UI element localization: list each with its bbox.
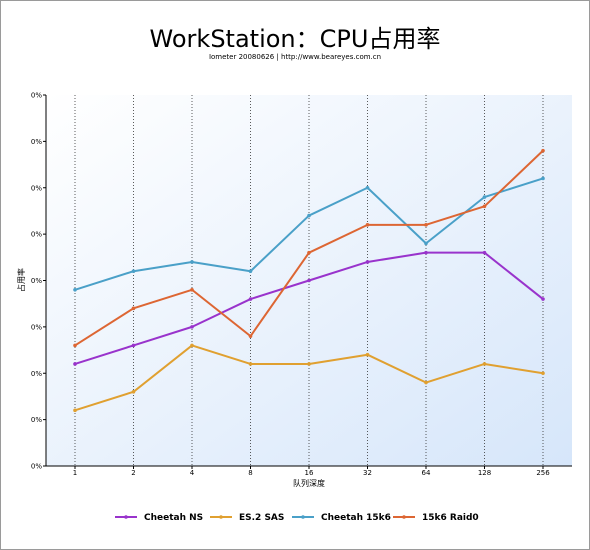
- y-tick-label: 0%: [31, 231, 42, 239]
- data-point: [131, 306, 136, 311]
- series-es-2-sas: [73, 343, 545, 413]
- data-point: [73, 362, 77, 366]
- y-tick-label: 0%: [31, 370, 42, 378]
- x-tick-label: 8: [248, 469, 252, 477]
- y-axis-title: 占用率: [16, 268, 26, 292]
- legend: Cheetah NS ES.2 SAS Cheetah 15k6 15k6 Raid0: [115, 513, 479, 523]
- x-tick-label: 4: [190, 469, 195, 477]
- x-tick-label: 16: [305, 469, 314, 477]
- legend-label: 15k6 Raid0: [422, 513, 479, 523]
- data-point: [424, 223, 428, 227]
- x-tick-label: 2: [131, 469, 135, 477]
- data-point: [424, 380, 428, 385]
- legend-marker: [219, 515, 223, 519]
- legend-marker: [124, 515, 128, 519]
- data-point: [248, 269, 253, 274]
- data-point: [190, 287, 194, 292]
- data-point: [541, 297, 545, 301]
- data-point: [482, 362, 487, 366]
- series-cheetah-ns: [73, 250, 545, 366]
- x-axis-title: 队列深度: [293, 478, 325, 488]
- y-tick-label: 0%: [31, 323, 42, 331]
- data-point: [73, 343, 77, 348]
- data-point: [190, 343, 194, 348]
- data-point: [131, 390, 136, 394]
- data-point: [424, 250, 428, 255]
- data-point: [482, 195, 487, 199]
- data-point: [73, 287, 77, 292]
- data-point: [131, 343, 136, 348]
- data-point: [541, 176, 545, 181]
- data-point: [365, 352, 370, 357]
- chart-title: WorkStation：CPU占用率: [149, 25, 441, 53]
- y-tick-label: 0%: [31, 138, 42, 146]
- x-tick-label: 1: [73, 469, 77, 477]
- data-point: [424, 241, 428, 246]
- data-point: [365, 185, 370, 190]
- data-point: [307, 213, 311, 218]
- data-point: [482, 204, 487, 209]
- data-point: [248, 334, 253, 338]
- data-point: [541, 148, 545, 153]
- data-point: [190, 325, 194, 329]
- legend-label: Cheetah NS: [144, 513, 203, 523]
- y-tick-label: 0%: [31, 92, 42, 100]
- data-point: [190, 260, 194, 264]
- data-point: [482, 250, 487, 255]
- data-point: [73, 408, 77, 413]
- y-tick-label: 0%: [31, 184, 42, 192]
- data-point: [131, 269, 136, 274]
- chart-subtitle: Iometer 20080626 | http://www.beareyes.c…: [208, 53, 382, 61]
- data-point: [307, 362, 311, 366]
- legend-label: Cheetah 15k6: [321, 513, 391, 523]
- x-tick-label: 256: [536, 469, 550, 477]
- x-tick-label: 128: [478, 469, 491, 477]
- legend-label: ES.2 SAS: [239, 513, 284, 523]
- legend-marker: [301, 515, 305, 519]
- x-tick-label: 32: [363, 469, 372, 477]
- data-point: [307, 278, 311, 283]
- series-15k6-raid0: [73, 148, 545, 348]
- data-point: [541, 371, 545, 376]
- data-point: [248, 297, 253, 301]
- legend-marker: [402, 515, 406, 519]
- y-tick-label: 0%: [31, 416, 42, 424]
- y-tick-label: 0%: [31, 277, 42, 285]
- data-point: [365, 223, 370, 227]
- y-tick-label: 0%: [31, 463, 42, 471]
- data-point: [307, 250, 311, 255]
- data-point: [248, 362, 253, 366]
- x-tick-label: 64: [422, 469, 431, 477]
- data-point: [365, 260, 370, 264]
